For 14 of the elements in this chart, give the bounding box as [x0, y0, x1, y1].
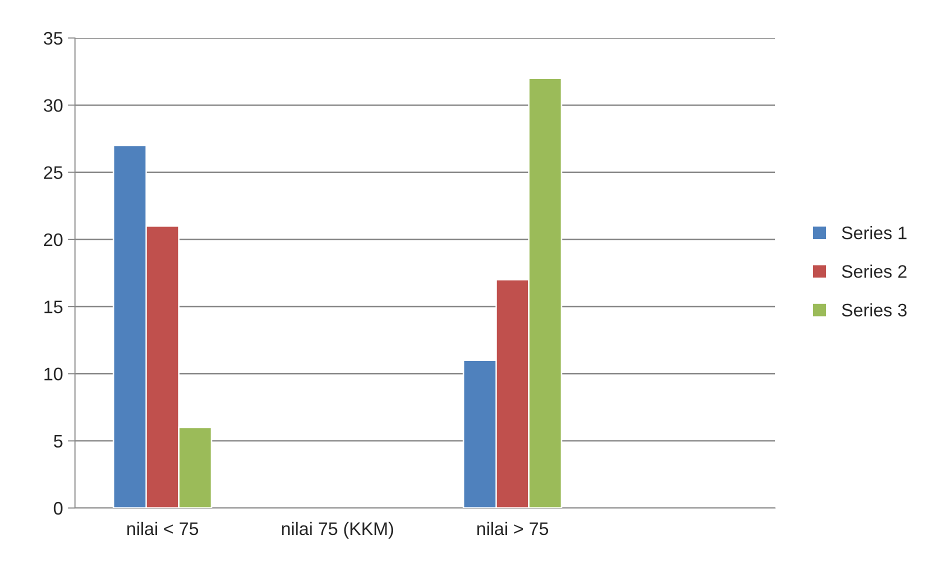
legend-label: Series 3: [842, 303, 907, 316]
y-tick-label: 20: [44, 233, 62, 246]
y-tick-label: 35: [44, 32, 62, 45]
y-tick-label: 30: [44, 99, 62, 112]
legend-label: Series 2: [842, 264, 906, 278]
y-tick-label: 5: [54, 434, 62, 448]
x-tick-label: nilai > 75: [477, 522, 548, 536]
y-tick-label: 25: [44, 166, 62, 180]
y-tick-label: 15: [44, 300, 62, 314]
y-tick-label: 0: [54, 502, 62, 515]
x-tick-label: nilai < 75: [127, 522, 198, 536]
legend-label: Series 1: [842, 226, 906, 240]
y-tick-label: 10: [44, 368, 62, 380]
x-tick-label: nilai 75 (KKM): [282, 522, 394, 539]
